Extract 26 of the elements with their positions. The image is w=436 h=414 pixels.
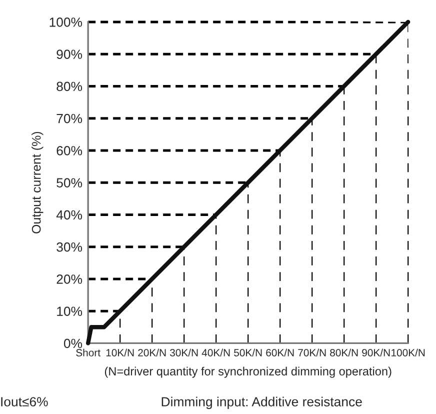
text: Dimming input: Additive resistance <box>162 396 362 410</box>
y-tick-label: 50% <box>56 178 82 188</box>
x-axis-title: (N=driver quantity for synchronized dimming operation) <box>104 366 392 378</box>
x-tick-label: 60K/N <box>266 348 294 356</box>
y-tick-label: 100% <box>50 18 82 27</box>
y-tick-label: 90% <box>56 50 82 59</box>
x-tick-label: 40K/N <box>202 348 230 356</box>
y-tick-label: 20% <box>56 274 82 284</box>
y-tick-label: 30% <box>56 242 82 252</box>
x-tick-label: Short <box>76 348 100 356</box>
x-tick-label: 70K/N <box>298 348 326 356</box>
x-tick-label: 90K/N <box>362 348 390 356</box>
x-tick-label: 10K/N <box>106 348 134 356</box>
text: Iout≤6% <box>1 397 48 406</box>
x-tick-label: 30K/N <box>170 348 198 356</box>
y-tick-label: 70% <box>56 114 82 124</box>
y-tick-label: 80% <box>56 82 82 92</box>
x-tick-label: 20K/N <box>138 348 166 356</box>
x-tick-label: 50K/N <box>234 348 262 356</box>
x-tick-label: 80K/N <box>330 348 358 356</box>
y-tick-label: 60% <box>56 146 82 156</box>
y-tick-label: 0% <box>64 338 82 348</box>
x-tick-label: 100K/N <box>392 348 425 356</box>
y-axis-title: Output current (%) <box>32 132 44 234</box>
y-tick-label: 40% <box>56 210 82 220</box>
y-tick-label: 10% <box>57 306 82 316</box>
